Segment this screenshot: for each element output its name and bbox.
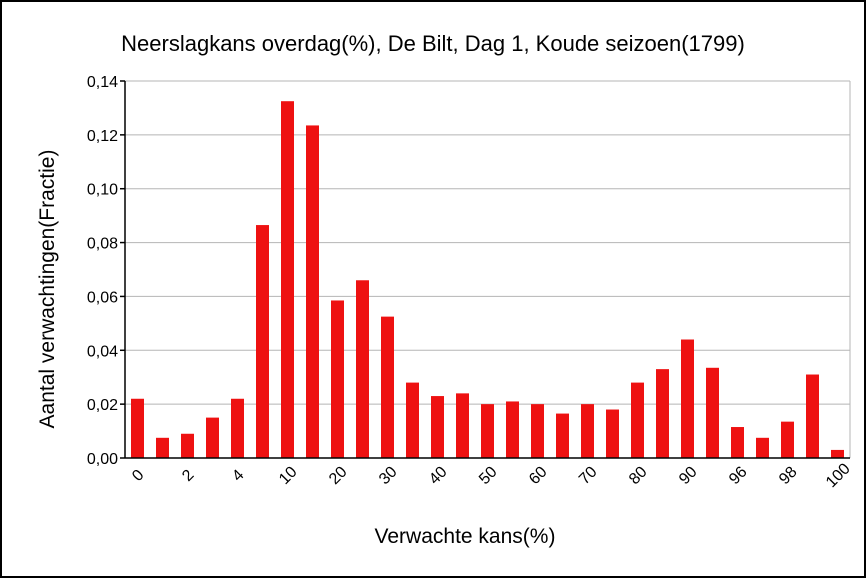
bar [606, 409, 619, 458]
bar [431, 396, 444, 458]
x-tick-label: 0 [129, 467, 147, 485]
bar [781, 421, 794, 458]
y-tick-label: 0,14 [87, 74, 118, 91]
y-tick-label: 0,06 [87, 289, 118, 306]
x-tick-label: 80 [626, 463, 651, 488]
bar [356, 280, 369, 458]
x-tick-label: 100 [823, 460, 854, 491]
bar [131, 398, 144, 458]
y-tick-labels: 0,00 0,02 0,04 0,06 0,08 0,10 0,12 0,14 [87, 74, 118, 468]
x-tick-label: 60 [526, 463, 551, 488]
y-tick-label: 0,02 [87, 397, 118, 414]
bar [706, 367, 719, 458]
bar [281, 101, 294, 459]
bar [506, 401, 519, 458]
bar [581, 404, 594, 458]
x-tick-label: 90 [676, 463, 701, 488]
bar [456, 393, 469, 458]
x-tick-label: 96 [726, 463, 751, 488]
x-tick-label: 70 [576, 463, 601, 488]
x-tick-label: 4 [229, 467, 247, 485]
x-tick-label: 98 [776, 463, 801, 488]
bar [531, 404, 544, 458]
y-tick-label: 0,04 [87, 343, 118, 360]
bar [756, 437, 769, 458]
x-tick-label: 20 [326, 463, 351, 488]
bar [831, 449, 844, 458]
y-tick-label: 0,10 [87, 182, 118, 199]
bar [556, 413, 569, 458]
gridlines [125, 80, 851, 458]
bar [481, 404, 494, 458]
y-axis-label: Aantal verwachtingen(Fractie) [36, 150, 59, 429]
bar [406, 382, 419, 458]
x-tick-labels: 0 2 4 10 20 30 40 50 60 70 80 90 96 98 100 [129, 460, 854, 491]
y-tick-label: 0,08 [87, 236, 118, 253]
bar [156, 437, 169, 458]
x-tick-label: 40 [426, 463, 451, 488]
bar [306, 125, 319, 459]
y-tick-label: 0,00 [87, 451, 118, 468]
bar [206, 417, 219, 458]
chart-title: Neerslagkans overdag(%), De Bilt, Dag 1,… [121, 31, 745, 56]
bar [806, 374, 819, 458]
bar [231, 398, 244, 458]
bar [381, 316, 394, 458]
bar [681, 339, 694, 458]
x-tick-label: 10 [276, 463, 301, 488]
x-tick-label: 50 [476, 463, 501, 488]
y-tick-label: 0,12 [87, 128, 118, 145]
x-tick-label: 2 [179, 467, 197, 485]
bar [656, 369, 669, 458]
bars [131, 101, 844, 459]
bar [181, 433, 194, 458]
x-tick-label: 30 [376, 463, 401, 488]
bar [731, 427, 744, 458]
x-axis-label: Verwachte kans(%) [375, 525, 556, 548]
axes [120, 80, 850, 459]
bar [631, 382, 644, 458]
bar [331, 300, 344, 458]
bar [256, 225, 269, 458]
